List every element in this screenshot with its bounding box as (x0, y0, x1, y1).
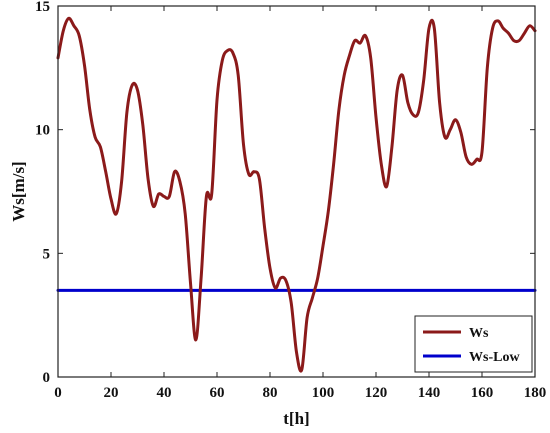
y-axis-label: Ws[m/s] (9, 161, 28, 221)
x-tick-label: 60 (210, 385, 225, 401)
x-tick-label: 0 (54, 385, 62, 401)
plot-area (56, 16, 537, 373)
y-tick-label: 15 (35, 0, 50, 15)
plot-frame (57, 5, 536, 378)
series-line-ws (56, 16, 537, 373)
x-tick-label: 120 (365, 385, 388, 401)
y-tick-label: 0 (43, 370, 51, 386)
x-tick-label: 20 (104, 385, 119, 401)
legend-label: Ws-Low (469, 350, 520, 365)
x-axis-label: t[h] (283, 409, 309, 428)
x-tick-label: 180 (524, 385, 547, 401)
legend-label: Ws (469, 326, 489, 341)
y-tick-label: 5 (43, 246, 51, 262)
y-tick-label: 10 (35, 123, 50, 139)
x-tick-label: 80 (263, 385, 278, 401)
y-axis-ticks: 0 5 10 15 (35, 0, 535, 386)
x-tick-label: 40 (157, 385, 172, 401)
x-tick-label: 140 (418, 385, 441, 401)
x-tick-label: 100 (312, 385, 335, 401)
legend: Ws Ws-Low (414, 315, 533, 373)
x-tick-label: 160 (471, 385, 494, 401)
x-axis-ticks: 0 20 40 60 80 100 120 140 160 180 (54, 6, 546, 401)
legend-box (414, 315, 533, 373)
